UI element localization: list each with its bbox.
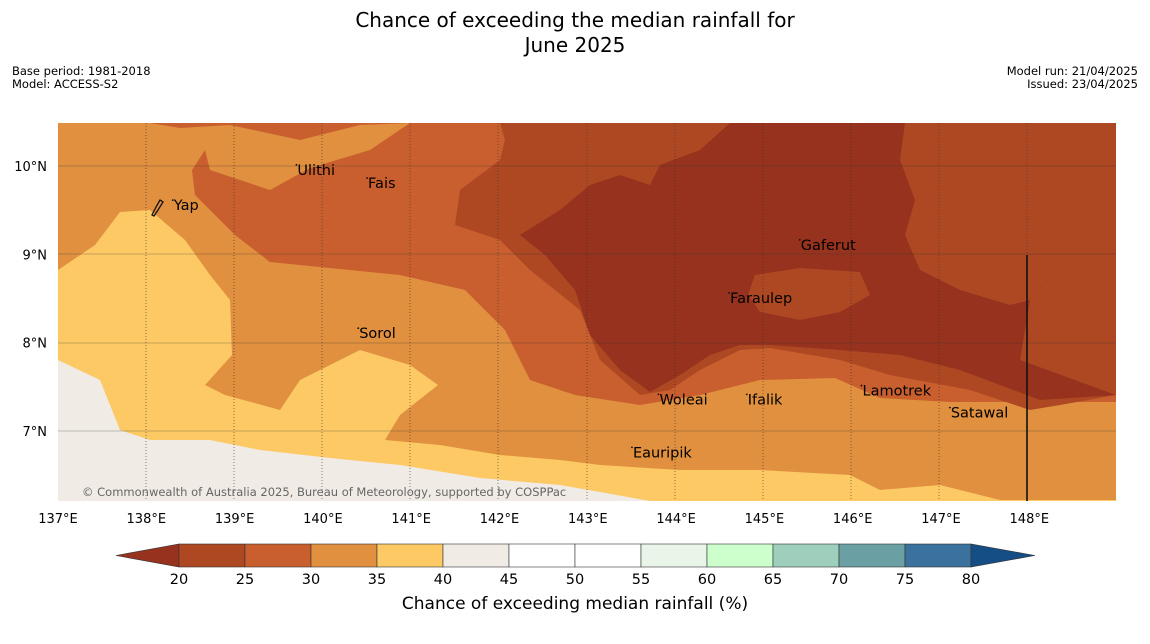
- contour-40-45: [58, 360, 650, 501]
- meta-left: Base period: 1981-2018 Model: ACCESS-S2: [12, 65, 151, 91]
- lon-label: 148°E: [1010, 512, 1050, 527]
- place-label: Satawal: [951, 406, 1008, 422]
- colorbar-label: Chance of exceeding median rainfall (%): [401, 594, 749, 614]
- colorbar-segment: [178, 543, 246, 568]
- colorbar-ticks: 20 25 30 35 40 45 50 55 60 65 70 75 80: [170, 572, 980, 588]
- place-label: Woleai: [659, 392, 707, 408]
- place-label: Faraulep: [730, 291, 792, 307]
- colorbar-segment: [838, 543, 906, 568]
- colorbar-segment: [706, 543, 774, 568]
- colorbar-segment: [508, 543, 576, 568]
- place-label: Yap: [173, 198, 199, 214]
- colorbar-segment: [904, 543, 972, 568]
- place-label: Lamotrek: [863, 384, 932, 400]
- colorbar-under-arrow: [115, 543, 180, 568]
- title-line-2: June 2025: [524, 33, 626, 57]
- colorbar-tick-label: 60: [698, 572, 716, 588]
- place-label: Gaferut: [801, 238, 856, 254]
- issued-text: Issued: 23/04/2025: [1027, 77, 1138, 91]
- contour-20-25-ne: [900, 123, 1065, 305]
- colorbar-tick-label: 30: [302, 572, 320, 588]
- model-run-text: Model run: 21/04/2025: [1006, 64, 1138, 78]
- colorbar: [115, 543, 1036, 568]
- colorbar-segment: [442, 543, 510, 568]
- colorbar-segment: [640, 543, 708, 568]
- colorbar-tick-label: 25: [236, 572, 254, 588]
- lat-gridlines: [58, 165, 1116, 432]
- place-labels: Yap Ulithi Fais Gaferut Faraulep Sorol Lamotre…: [171, 163, 1008, 461]
- colorbar-tick-label: 80: [962, 572, 980, 588]
- colorbar-segment: [574, 543, 642, 568]
- place-marker: [366, 177, 368, 179]
- place-marker: [798, 238, 801, 241]
- colorbar-tick-label: 20: [170, 572, 188, 588]
- colorbar-tick-label: 45: [500, 572, 518, 588]
- lon-label: 142°E: [480, 512, 520, 527]
- lat-label: 8°N: [23, 337, 48, 352]
- place-marker: [860, 384, 863, 387]
- colorbar-tick-label: 40: [434, 572, 452, 588]
- place-label: Eauripik: [633, 445, 692, 461]
- gridlines: [145, 123, 1028, 501]
- meta-right: Model run: 21/04/2025 Issued: 23/04/2025: [1007, 65, 1138, 91]
- colorbar-over-arrow: [970, 543, 1036, 568]
- colorbar-segment: [772, 543, 840, 568]
- contour-20-25-inner: [748, 268, 870, 320]
- latitude-labels: 10°N 9°N 8°N 7°N: [14, 160, 47, 440]
- model-text: Model: ACCESS-S2: [12, 77, 119, 91]
- base-period-text: Base period: 1981-2018: [12, 64, 151, 78]
- place-marker: [357, 327, 360, 330]
- colorbar-tick-label: 75: [896, 572, 914, 588]
- place-marker: [657, 393, 660, 396]
- colorbar-segment: [244, 543, 312, 568]
- lon-label: 143°E: [568, 512, 608, 527]
- lon-label: 139°E: [215, 512, 255, 527]
- lat-label: 7°N: [23, 425, 48, 440]
- lon-label: 140°E: [303, 512, 343, 527]
- place-label: Fais: [368, 176, 395, 192]
- longitude-labels: 137°E 138°E 139°E 140°E 141°E 142°E 143°E 144°E…: [38, 512, 1049, 527]
- lon-label: 146°E: [833, 512, 873, 527]
- place-marker: [171, 199, 174, 202]
- colorbar-tick-label: 35: [368, 572, 386, 588]
- contour-35-40: [58, 210, 1116, 501]
- lat-label: 9°N: [23, 248, 48, 263]
- place-marker: [295, 163, 298, 166]
- yap-island-outline: [151, 199, 164, 217]
- place-label: Ifalik: [748, 392, 783, 408]
- place-label: Sorol: [359, 326, 396, 342]
- lon-label: 147°E: [921, 512, 961, 527]
- colorbar-segment: [376, 543, 444, 568]
- lon-label: 137°E: [38, 512, 78, 527]
- lon-label: 144°E: [656, 512, 696, 527]
- lat-label: 10°N: [14, 160, 47, 175]
- place-marker: [631, 446, 633, 449]
- place-label: Ulithi: [297, 163, 335, 179]
- place-marker: [728, 291, 730, 294]
- chart-title: Chance of exceeding the median rainfall …: [0, 8, 1150, 58]
- lon-label: 138°E: [127, 512, 167, 527]
- colorbar-tick-label: 55: [632, 572, 650, 588]
- place-marker: [745, 393, 748, 396]
- place-marker: [948, 406, 951, 409]
- copyright-text: © Commonwealth of Australia 2025, Bureau…: [82, 485, 566, 499]
- colorbar-tick-label: 65: [764, 572, 782, 588]
- colorbar-segment: [310, 543, 378, 568]
- lon-label: 145°E: [745, 512, 785, 527]
- colorbar-tick-label: 50: [566, 572, 584, 588]
- colorbar-tick-label: 70: [830, 572, 848, 588]
- title-line-1: Chance of exceeding the median rainfall …: [355, 8, 795, 32]
- lon-label: 141°E: [391, 512, 431, 527]
